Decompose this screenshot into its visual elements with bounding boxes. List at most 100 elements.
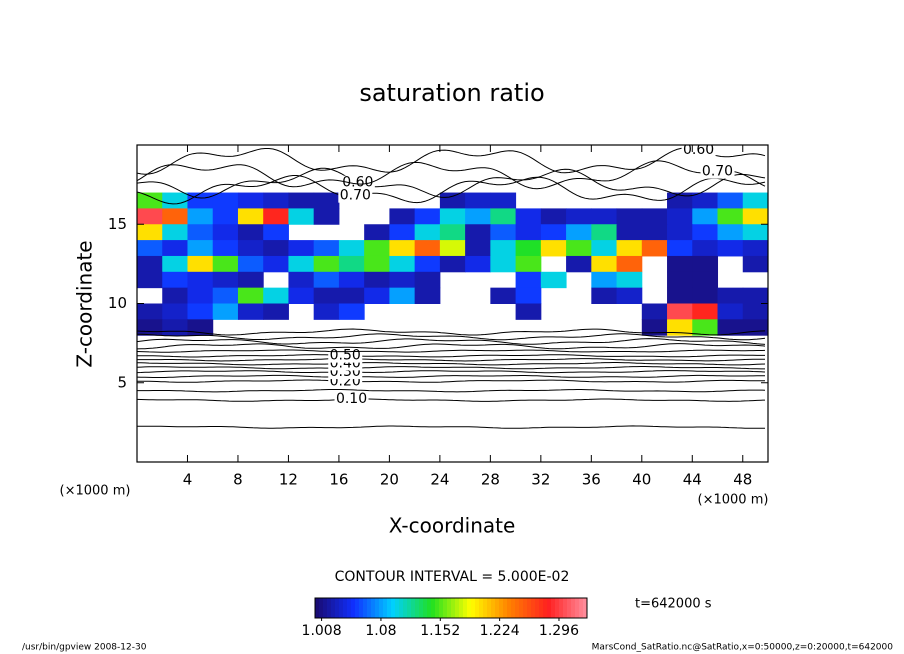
- chart-title: saturation ratio: [359, 79, 544, 107]
- heatmap-cell: [742, 224, 768, 241]
- colorbar-stripe: [511, 598, 516, 618]
- heatmap-cell: [288, 287, 315, 304]
- heatmap-cell: [616, 224, 643, 241]
- heatmap-cell: [566, 208, 592, 225]
- contour-line: [137, 333, 766, 341]
- heatmap-cell: [187, 208, 214, 225]
- heatmap-cell: [162, 287, 188, 304]
- colorbar-stripe: [419, 598, 424, 618]
- heatmap-cell: [490, 240, 517, 257]
- heatmap-cell: [667, 208, 693, 225]
- contour-line: [137, 328, 766, 336]
- colorbar-stripe: [403, 598, 408, 618]
- heatmap-cell: [566, 224, 592, 241]
- x-tick-label: 8: [233, 471, 243, 489]
- heatmap-cell: [641, 319, 668, 336]
- heatmap-cell: [364, 255, 390, 273]
- heatmap-cell: [667, 255, 693, 273]
- heatmap-cell: [364, 224, 390, 241]
- heatmap-cell: [439, 224, 466, 241]
- colorbar-stripe: [431, 598, 436, 618]
- heatmap-cell: [717, 192, 744, 209]
- colorbar-stripe: [507, 598, 512, 618]
- colorbar-stripe: [503, 598, 508, 618]
- heatmap-cell: [212, 192, 239, 209]
- heatmap-cell: [717, 208, 744, 225]
- heatmap-cell: [237, 271, 264, 289]
- heatmap-cell: [389, 287, 416, 304]
- colorbar-stripe: [319, 598, 324, 618]
- contour-line: [137, 370, 766, 374]
- contour-label: 0.70: [340, 188, 371, 204]
- heatmap-cell: [641, 208, 668, 225]
- heatmap-cell: [187, 240, 214, 257]
- heatmap-cell: [212, 240, 239, 257]
- heatmap-cell: [616, 271, 643, 289]
- heatmap-cell: [212, 255, 239, 273]
- heatmap-cell: [641, 224, 668, 241]
- x-tick-label: 4: [183, 471, 193, 489]
- heatmap-cell: [338, 240, 365, 257]
- heatmap-cell: [187, 271, 214, 289]
- x-tick-label: 16: [329, 471, 348, 489]
- heatmap-cell: [490, 208, 517, 225]
- heatmap-cell: [237, 240, 264, 257]
- x-tick-label: 40: [632, 471, 651, 489]
- heatmap-cell: [137, 303, 163, 320]
- colorbar-stripe: [323, 598, 328, 618]
- colorbar-stripe: [483, 598, 488, 618]
- colorbar-stripe: [343, 598, 348, 618]
- heatmap-cell: [137, 208, 163, 225]
- heatmap-cell: [263, 192, 289, 209]
- heatmap-cell: [137, 224, 163, 241]
- x-tick-label: 28: [481, 471, 500, 489]
- colorbar-stripe: [399, 598, 404, 618]
- heatmap-cell: [439, 208, 466, 225]
- heatmap-cell: [717, 303, 744, 320]
- contour-line: [137, 374, 765, 378]
- heatmap-cell: [364, 287, 390, 304]
- contour-label: 0.70: [702, 164, 733, 180]
- heatmap-cell: [692, 208, 719, 225]
- heatmap-cell: [263, 287, 289, 304]
- heatmap-cell: [162, 255, 188, 273]
- heatmap-cell: [515, 208, 542, 225]
- heatmap-cell: [162, 240, 188, 257]
- heatmap-cell: [288, 192, 315, 209]
- heatmap-cell: [263, 208, 289, 225]
- heatmap-cell: [591, 240, 618, 257]
- heatmap-cell: [414, 224, 441, 241]
- heatmap-cell: [263, 224, 289, 241]
- colorbar-tick-label: 1.152: [420, 623, 460, 639]
- heatmap-cell: [288, 208, 315, 225]
- heatmap-cell: [313, 240, 340, 257]
- contour-label-bg: [340, 175, 375, 190]
- colorbar-stripe: [559, 598, 564, 618]
- contour-line: [137, 398, 766, 402]
- colorbar-stripe: [579, 598, 584, 618]
- heatmap-cell: [616, 240, 643, 257]
- heatmap-cell: [515, 224, 542, 241]
- heatmap-cell: [338, 287, 365, 304]
- colorbar-stripe: [435, 598, 440, 618]
- heatmap-cell: [566, 240, 592, 257]
- colorbar-stripe: [515, 598, 520, 618]
- heatmap-cell: [465, 224, 491, 241]
- colorbar-stripe: [315, 598, 320, 618]
- contour-label-bg: [700, 164, 735, 179]
- heatmap-cell: [237, 287, 264, 304]
- heatmap-cell: [137, 319, 163, 336]
- colorbar-stripe: [415, 598, 420, 618]
- heatmap-cell: [667, 271, 693, 289]
- contour-line: [137, 349, 766, 353]
- colorbar-stripe: [363, 598, 368, 618]
- heatmap-cell: [515, 271, 542, 289]
- heatmap-cell: [717, 240, 744, 257]
- x-tick-label: 36: [582, 471, 601, 489]
- y-axis-label: Z-coordinate: [73, 240, 97, 367]
- contour-line: [137, 366, 765, 370]
- heatmap-cell: [515, 255, 542, 273]
- heatmap-cell: [389, 271, 416, 289]
- heatmap-cell: [465, 255, 491, 273]
- heatmap-cell: [137, 271, 163, 289]
